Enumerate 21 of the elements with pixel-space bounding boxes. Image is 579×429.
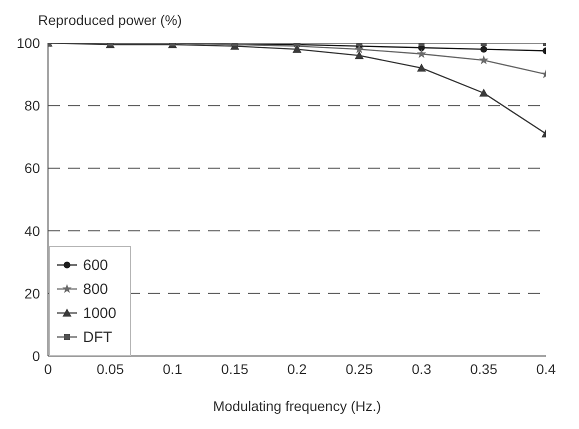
x-axis-title: Modulating frequency (Hz.) (212, 398, 382, 414)
y-axis-title: Reproduced power (%) (38, 12, 182, 28)
x-tick-label: 0.25 (346, 360, 374, 377)
x-tick-label: 0.05 (96, 360, 124, 377)
x-tick-label: 0.3 (412, 360, 432, 377)
x-tick-label: 0.1 (162, 360, 182, 377)
y-tick-label: 20 (24, 285, 40, 302)
legend-label: DFT (83, 328, 112, 346)
x-tick-label: 0 (44, 360, 52, 377)
y-tick-label: 40 (24, 222, 40, 239)
y-tick-label: 0 (32, 348, 40, 364)
y-tick-label: 100 (16, 34, 40, 51)
x-tick-label: 0.2 (287, 360, 307, 377)
x-tick-label: 0.4 (536, 360, 556, 377)
x-tick-label: 0.35 (470, 360, 498, 377)
legend-label: 800 (83, 280, 108, 298)
x-tick-label: 0.15 (221, 360, 249, 377)
y-tick-label: 80 (24, 98, 40, 114)
legend-label: 1000 (83, 304, 116, 322)
y-tick-label: 60 (24, 160, 40, 176)
legend-label: 600 (83, 256, 108, 274)
